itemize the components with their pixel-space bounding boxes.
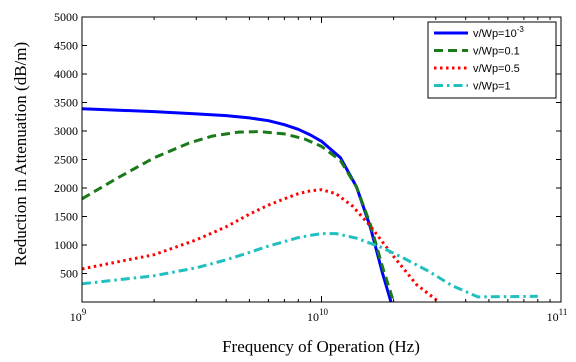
legend-label-1: v/Wp=10-3 xyxy=(473,25,524,40)
y-tick-label: 3000 xyxy=(54,124,78,138)
series-line-1 xyxy=(82,107,393,302)
x-tick-label: 1010 xyxy=(307,307,329,324)
series-line-4 xyxy=(82,232,538,299)
y-tick-label: 1500 xyxy=(54,210,78,224)
x-tick-label: 109 xyxy=(70,307,87,324)
legend-label-4: v/Wp=1 xyxy=(473,81,511,93)
series-line-2 xyxy=(82,130,396,302)
plot-lines xyxy=(82,107,538,302)
y-tick-label: 2500 xyxy=(54,153,78,167)
y-tick-label: 5000 xyxy=(54,10,78,24)
legend: v/Wp=10-3 v/Wp=0.1 v/Wp=0.5 v/Wp=1 xyxy=(427,21,557,99)
x-axis-title: Frequency of Operation (Hz) xyxy=(222,337,420,356)
legend-label-2: v/Wp=0.1 xyxy=(473,46,520,58)
legend-label-3: v/Wp=0.5 xyxy=(473,63,520,75)
y-tick-label: 500 xyxy=(60,267,78,281)
x-tick-label: 1011 xyxy=(547,307,568,324)
y-tick-label: 4500 xyxy=(54,39,78,53)
y-tick-label: 3500 xyxy=(54,96,78,110)
y-tick-label: 1000 xyxy=(54,238,78,252)
y-axis-title: Reduction in Attenuation (dB/m) xyxy=(11,42,30,266)
y-tick-label: 2000 xyxy=(54,181,78,195)
y-tick-label: 4000 xyxy=(54,67,78,81)
ticks: 500 1000 1500 2000 2500 3000 3500 4000 4500 5000 1… xyxy=(54,10,567,324)
